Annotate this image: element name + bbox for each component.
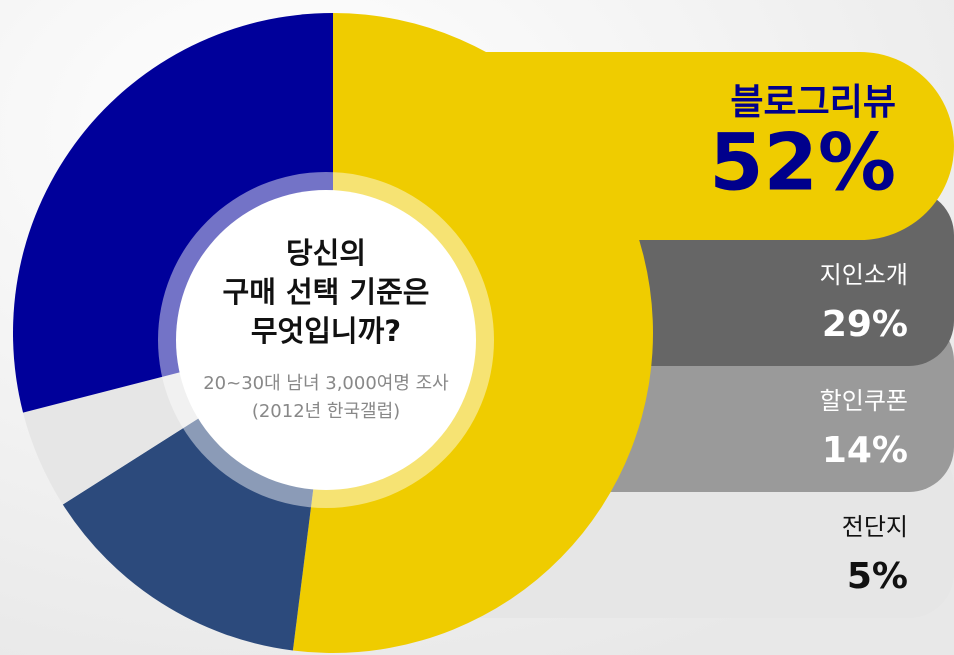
value-label: 14% — [822, 430, 908, 471]
value-label: 29% — [822, 304, 908, 345]
legend-label: 블로그리뷰 — [730, 82, 896, 123]
legend-label: 지인소개 — [820, 261, 908, 289]
title-line: 무엇입니까? — [251, 314, 401, 348]
subtitle-line: (2012년 한국갤럽) — [252, 401, 400, 422]
center-circle — [176, 190, 476, 490]
legend-label: 할인쿠폰 — [820, 387, 908, 415]
value-label: 52% — [709, 118, 896, 208]
value-label: 5% — [847, 556, 908, 597]
title-line: 구매 선택 기준은 — [223, 275, 430, 309]
title-line: 당신의 — [286, 236, 366, 270]
subtitle-line: 20~30대 남녀 3,000여명 조사 — [203, 373, 449, 394]
legend-label: 전단지 — [842, 513, 908, 541]
